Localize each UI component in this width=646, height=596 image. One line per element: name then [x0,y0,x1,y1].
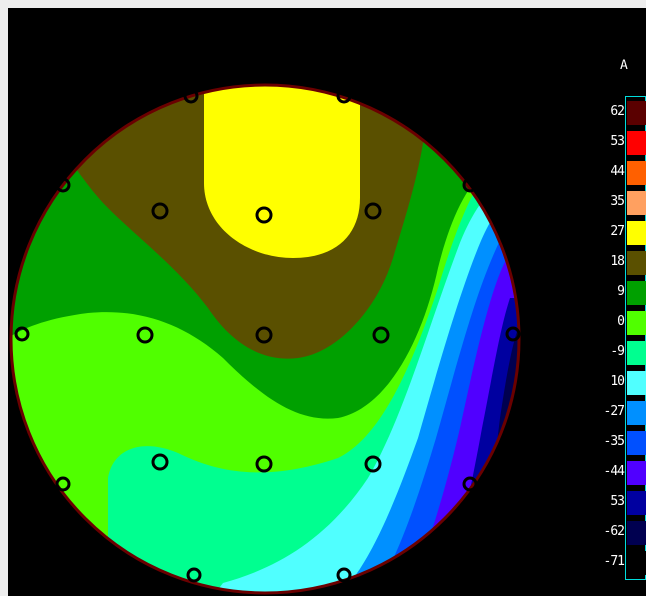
electrode-marker [255,455,273,473]
head-outline [9,83,521,595]
electrode-marker [14,326,30,342]
color-scale-label: -27 [603,404,625,419]
color-scale-label: -62 [603,524,625,539]
color-scale-label: 53 [610,494,625,509]
color-swatch [627,131,646,155]
color-swatch [627,461,646,485]
electrodes [14,88,521,583]
electrode-marker [505,326,521,342]
electrode-marker [55,476,71,492]
scalp-topography-map [9,83,521,595]
color-swatch [627,371,646,395]
electrode-marker [55,177,71,193]
electrode-marker [336,88,352,104]
legend-unit-label: Α [620,58,628,73]
color-scale-label: 62 [610,104,625,119]
color-scale-label: 27 [610,224,625,239]
color-swatch [627,341,646,365]
electrode-marker [364,202,382,220]
color-swatch [627,191,646,215]
electrode-marker [186,567,202,583]
color-swatch [627,311,646,335]
electrode-marker [255,206,273,224]
color-scale-bar [625,96,646,580]
color-swatch [627,431,646,455]
electrode-marker [462,476,478,492]
color-swatch [627,551,646,575]
color-swatch [627,161,646,185]
color-scale-label: -44 [603,464,625,479]
color-scale-label: -35 [603,434,625,449]
color-swatch [627,521,646,545]
electrode-marker [255,326,273,344]
color-swatch [627,251,646,275]
electrode-marker [151,453,169,471]
color-scale-label: 10 [610,374,625,389]
color-scale-label: 9 [617,284,625,299]
electrode-marker [136,326,154,344]
color-scale-label: 53 [610,134,625,149]
color-scale-label: 18 [610,254,625,269]
electrode-marker [462,177,478,193]
color-scale-label: -9 [610,344,625,359]
contour-level-10 [213,183,519,593]
electrode-marker [372,326,390,344]
electrode-marker [151,202,169,220]
contour-level-27 [204,85,360,258]
electrode-marker [336,567,352,583]
color-swatch [627,101,646,125]
electrode-marker [183,88,199,104]
color-scale-label: 35 [610,194,625,209]
color-scale-label: -71 [603,554,625,569]
color-scale-label: 44 [610,164,625,179]
color-swatch [627,491,646,515]
topography-frame: Α 62 53 44 35 27 18 9 0 -9 10 -27 -35 -44 53 -62 -71 [8,8,646,596]
color-scale-label: 0 [617,314,625,329]
electrode-marker [364,455,382,473]
color-swatch [627,401,646,425]
color-swatch [627,281,646,305]
potential-contours [11,85,519,593]
color-swatch [627,221,646,245]
